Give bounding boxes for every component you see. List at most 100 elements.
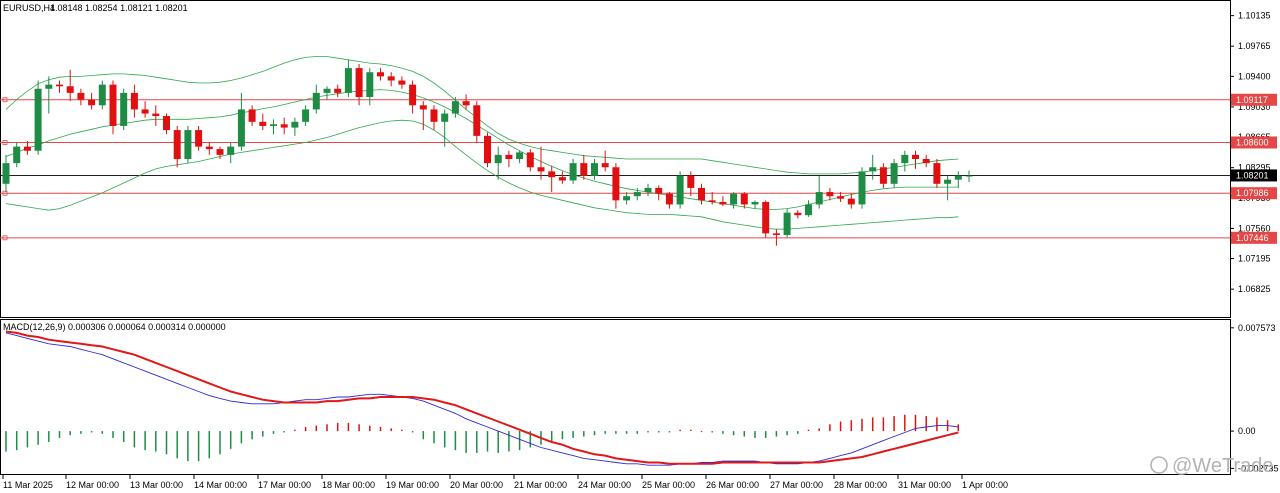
level-marker — [2, 190, 8, 196]
macd-line — [5, 332, 959, 466]
candle-bull — [623, 196, 631, 201]
candle-bear — [762, 201, 770, 234]
candle-bear — [173, 130, 181, 159]
candle-bull — [120, 92, 128, 126]
macd-tick-label: -0.002735 — [1238, 463, 1279, 473]
candle-bear — [280, 124, 288, 128]
candle-bear — [88, 99, 96, 106]
time-tick-label: 31 Mar 00:00 — [898, 480, 951, 490]
macd-plot — [5, 330, 960, 466]
candle-bear — [23, 146, 31, 151]
candle-bull — [730, 193, 738, 205]
candle-bear — [687, 175, 695, 188]
bollinger-lower-line — [5, 119, 959, 230]
candle-bull — [805, 204, 812, 216]
candle-bear — [558, 177, 566, 181]
candle-bear — [837, 196, 845, 199]
price-tick-label: 1.07560 — [1238, 223, 1271, 233]
candle-bull — [815, 192, 823, 205]
macd-tick-label: 0.007573 — [1238, 323, 1276, 333]
candle-bear — [248, 109, 256, 122]
candle-bear — [109, 84, 117, 126]
candle-bear — [355, 68, 363, 98]
macd-panel-frame — [0, 319, 1231, 475]
candle-bear — [740, 193, 748, 205]
time-tick-label: 20 Mar 00:00 — [450, 480, 503, 490]
time-tick-label: 19 Mar 00:00 — [386, 480, 439, 490]
candle-bear — [665, 193, 673, 205]
candle-bear — [216, 149, 224, 155]
candle-bull — [270, 124, 277, 126]
level-price-label: 1.07446 — [1236, 233, 1269, 243]
watermark-logo-icon — [1150, 456, 1168, 474]
candle-bear — [537, 167, 545, 172]
level-price-label: 1.08600 — [1236, 137, 1269, 147]
candle-bull — [13, 146, 21, 164]
macd-signal-line — [5, 330, 959, 465]
candle-bull — [858, 171, 866, 205]
candle-bear — [77, 92, 85, 100]
candle-bull — [633, 192, 641, 197]
time-tick-label: 26 Mar 00:00 — [706, 480, 759, 490]
level-price-box — [1231, 93, 1277, 106]
candle-bear — [794, 212, 802, 216]
candle-bull — [323, 88, 331, 93]
candle-bear — [655, 187, 663, 194]
candle-bull — [890, 163, 898, 184]
candle-bear — [708, 200, 716, 202]
price-tick-label: 1.09400 — [1238, 71, 1271, 81]
price-tick-label: 1.09765 — [1238, 41, 1271, 51]
candle-bull — [751, 201, 759, 205]
candle-bear — [377, 72, 384, 77]
candle-bull — [494, 154, 502, 164]
time-tick-label: 18 Mar 00:00 — [322, 480, 375, 490]
candle-bull — [954, 175, 962, 180]
candle-bull — [783, 212, 791, 236]
candle-bear — [130, 92, 138, 110]
current-price-label: 1.08201 — [1236, 170, 1269, 180]
candle-bull — [869, 167, 877, 172]
candle-bear — [719, 201, 727, 205]
candle-bull — [644, 187, 652, 193]
current-price-box — [1231, 169, 1277, 182]
time-tick-label: 11 Mar 2025 — [3, 480, 53, 490]
price-plot — [0, 56, 1230, 246]
candle-bear — [387, 76, 395, 81]
time-tick-label: 21 Mar 00:00 — [514, 480, 567, 490]
candle-bear — [205, 146, 213, 150]
candle-bear — [163, 116, 170, 131]
time-tick-label: 24 Mar 00:00 — [578, 480, 631, 490]
candle-bear — [847, 198, 855, 205]
candle-bear — [419, 105, 427, 110]
ohlc-header: 1.08148 1.08254 1.08121 1.08201 — [50, 3, 188, 13]
candle-bull — [366, 72, 374, 98]
time-tick-label: 1 Apr 00:00 — [962, 480, 1008, 490]
candle-bull — [441, 113, 449, 122]
time-tick-label: 13 Mar 00:00 — [130, 480, 183, 490]
candle-bear — [259, 121, 267, 126]
price-tick-label: 1.08295 — [1238, 163, 1271, 173]
candle-bull — [302, 109, 310, 122]
candle-bear — [826, 192, 834, 197]
candle-bull — [291, 121, 299, 128]
time-tick-label: 25 Mar 00:00 — [642, 480, 695, 490]
candle-bull — [184, 130, 192, 159]
candle-bull — [45, 84, 53, 89]
candle-bull — [569, 163, 577, 181]
watermark-text: @WeTrade — [1172, 455, 1273, 477]
level-price-box — [1231, 136, 1277, 149]
candle-bull — [227, 146, 235, 155]
level-marker — [2, 140, 8, 145]
candle-bear — [922, 159, 930, 164]
bollinger-upper-line — [5, 56, 959, 175]
candle-bear — [912, 154, 919, 159]
main-panel-frame — [0, 0, 1231, 318]
candle-bull — [2, 163, 10, 184]
axes: 1.101351.097651.094001.090301.086651.082… — [2, 11, 1279, 490]
candle-bear — [601, 163, 609, 168]
candle-bear — [334, 88, 342, 93]
candle-bear — [66, 86, 74, 93]
candle-bear — [409, 84, 417, 106]
candle-bear — [141, 109, 149, 114]
